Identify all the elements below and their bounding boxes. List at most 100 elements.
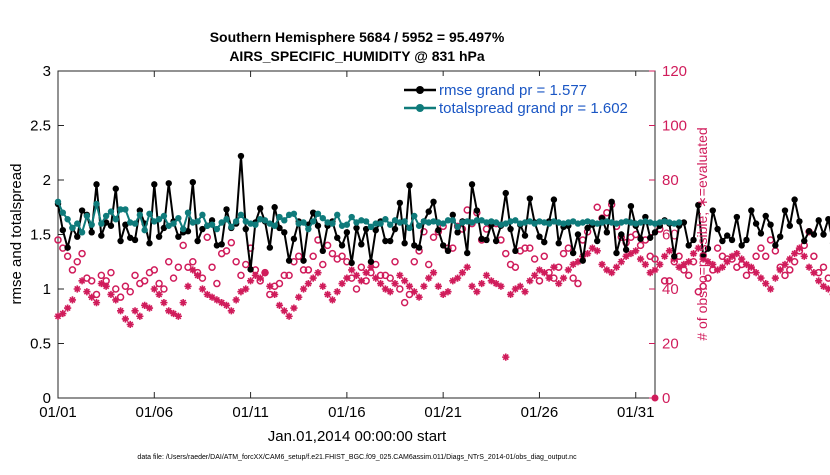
rmse-point [348,260,354,266]
rmse-point [820,231,826,237]
obs-possible-point [224,248,230,254]
obs-evaluated-point [324,291,331,298]
rmse-point [637,236,643,242]
rmse-point [825,216,830,222]
obs-evaluated-point [459,269,466,276]
obs-possible-point [825,275,830,281]
x-tick-label: 01/06 [136,404,174,421]
obs-possible-point [575,281,581,287]
obs-possible-point [431,234,437,240]
rmse-point [724,232,730,238]
rmse-point [763,213,769,219]
obs-evaluated-point [314,269,321,276]
totalspread-point [252,221,258,227]
rmse-point [156,233,162,239]
rmse-point [117,238,123,244]
obs-evaluated-point [112,296,119,303]
obs-evaluated-point [651,266,658,273]
totalspread-point [113,216,119,222]
obs-possible-point [570,275,576,281]
rmse-point [93,181,99,187]
x-tick-label: 01/11 [232,404,268,421]
obs-possible-point [89,278,95,284]
totalspread-point [137,212,143,218]
totalspread-point [98,220,104,226]
x-tick-label: 01/26 [521,404,559,421]
obs-evaluated-point [444,288,451,295]
obs-possible-point [392,259,398,265]
totalspread-point [401,218,407,224]
obs-evaluated-point [642,261,649,268]
obs-evaluated-point [199,285,206,292]
obs-evaluated-point [598,261,605,268]
obs-evaluated-point [146,304,153,311]
y-right-tick-label: 120 [662,63,687,80]
totalspread-point [199,212,205,218]
obs-evaluated-point [334,288,341,295]
obs-evaluated-point [396,272,403,279]
obs-evaluated-point [401,277,408,284]
rmse-point [223,206,229,212]
rmse-point [613,250,619,256]
obs-evaluated-point [791,250,798,257]
obs-evaluated-point [781,261,788,268]
obs-possible-point [180,242,186,248]
obs-evaluated-point [377,280,384,287]
rmse-point [647,235,653,241]
rmse-point [503,190,509,196]
totalspread-point [416,223,422,229]
rmse-point [267,244,273,250]
obs-possible-point [276,281,282,287]
rmse-point [454,229,460,235]
totalspread-point [209,221,215,227]
obs-evaluated-point [526,277,533,284]
obs-evaluated-point [117,307,124,314]
totalspread-point [363,218,369,224]
footnote: data file: /Users/raeder/DAI/ATM_forcXX/… [137,454,577,461]
obs-evaluated-point [594,247,601,254]
rmse-point [315,223,321,229]
rmse-point [132,237,138,243]
rmse-point [686,242,692,248]
rmse-point [257,205,263,211]
obs-evaluated-point [502,354,509,361]
rmse-point [440,242,446,248]
rmse-point [570,250,576,256]
totalspread-point [291,211,297,217]
obs-evaluated-point [478,280,485,287]
totalspread-point [382,216,388,222]
obs-possible-point [536,278,542,284]
rmse-point [628,203,634,209]
rmse-point [146,240,152,246]
obs-evaluated-point [786,255,793,262]
totalspread-point [228,224,234,230]
obs-possible-point [233,259,239,265]
legend-spread-label: totalspread grand pr = 1.602 [439,100,628,117]
obs-evaluated-point [122,315,129,322]
obs-possible-point [397,286,403,292]
totalspread-point [329,220,335,226]
rmse-point [166,180,172,186]
rmse-point [339,242,345,248]
obs-evaluated-point [228,307,235,314]
obs-evaluated-point [415,294,422,301]
rmse-point [787,223,793,229]
rmse-point [541,239,547,245]
rmse-point [815,217,821,223]
legend: rmse grand pr = 1.577 totalspread grand … [400,76,652,120]
totalspread-point [676,219,682,225]
obs-evaluated-point [815,277,822,284]
obs-possible-point [310,253,316,259]
rmse-point [652,229,658,235]
obs-possible-point [402,300,408,306]
totalspread-point [310,218,316,224]
chart-title-line2: AIRS_SPECIFIC_HUMIDITY @ 831 hPa [229,48,485,64]
obs-possible-point [209,264,215,270]
x-tick-label: 01/21 [424,404,462,421]
obs-possible-point [69,267,75,273]
y-left-tick-label: 1.5 [30,227,51,244]
y-right-tick-label: 20 [662,336,679,353]
totalspread-point [300,219,306,225]
obs-evaluated-point [285,313,292,320]
